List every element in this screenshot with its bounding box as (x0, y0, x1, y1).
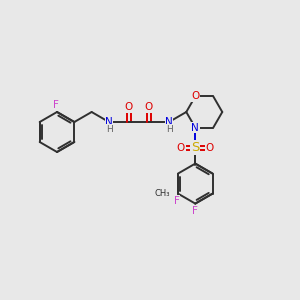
Text: O: O (145, 102, 153, 112)
Text: F: F (192, 206, 198, 216)
Text: O: O (191, 92, 200, 101)
Text: H: H (167, 124, 173, 134)
Text: O: O (177, 142, 185, 153)
Text: S: S (191, 141, 200, 154)
Text: N: N (105, 117, 113, 127)
Text: O: O (206, 142, 214, 153)
Text: N: N (191, 123, 199, 133)
Text: F: F (53, 100, 59, 110)
Text: CH₃: CH₃ (154, 189, 170, 198)
Text: H: H (106, 124, 113, 134)
Text: N: N (165, 117, 173, 127)
Text: F: F (174, 196, 180, 206)
Text: O: O (125, 102, 133, 112)
